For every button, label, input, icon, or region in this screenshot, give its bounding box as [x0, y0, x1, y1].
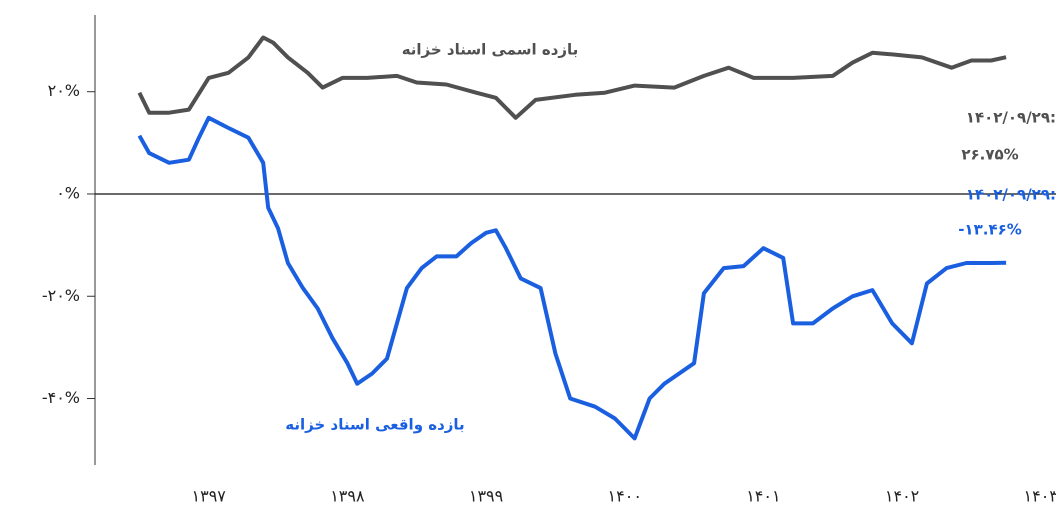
series-line — [137, 35, 1007, 120]
annotation: ۲۶.۷۵% — [961, 146, 1018, 164]
x-tick-label: ۱۴۰۰ — [608, 487, 642, 505]
series-line — [137, 115, 1007, 441]
x-tick-label: ۱۴۰۱ — [746, 487, 780, 505]
series-label: بازده اسمی اسناد خزانه — [402, 41, 579, 59]
annotation: ۱۴۰۲/۰۹/۲۹: — [966, 109, 1056, 127]
y-tick-label: -۲۰% — [42, 286, 80, 305]
series-label: بازده واقعی اسناد خزانه — [285, 416, 464, 434]
x-tick-label: ۱۳۹۹ — [469, 487, 503, 505]
x-tick-label: ۱۳۹۷ — [192, 487, 227, 505]
y-tick-label: ۲۰% — [48, 81, 80, 100]
annotation: -۱۳.۴۶% — [958, 221, 1022, 239]
annotation: ۱۴۰۲/۰۹/۲۹: — [966, 186, 1056, 204]
y-tick-label: ۰% — [56, 183, 80, 202]
x-tick-label: ۱۴۰۳ — [1024, 487, 1056, 505]
x-tick-label: ۱۴۰۲ — [885, 487, 919, 505]
y-tick-label: -۴۰% — [42, 388, 80, 407]
x-tick-label: ۱۳۹۸ — [330, 487, 365, 505]
